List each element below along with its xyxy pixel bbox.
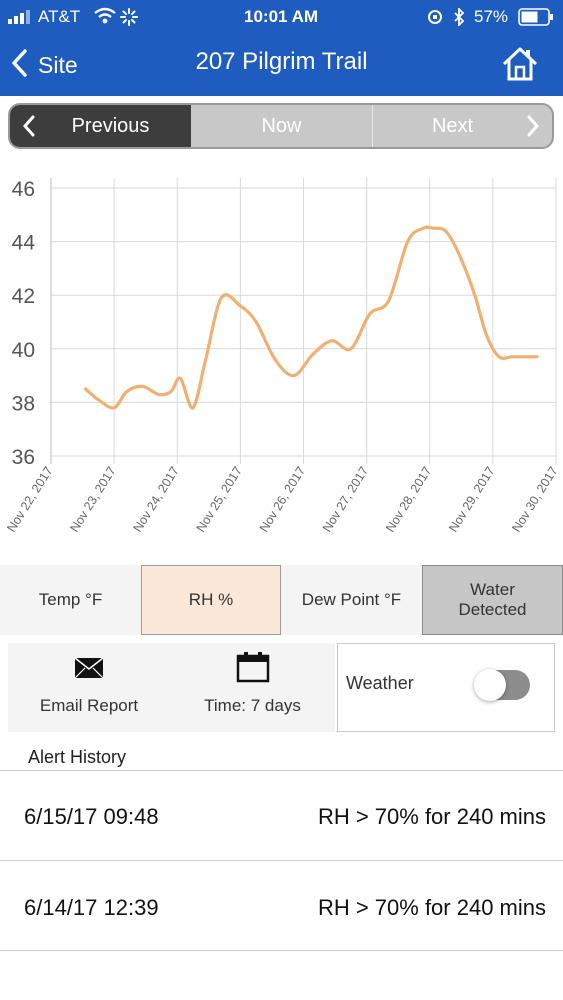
battery-icon — [518, 8, 554, 31]
alert-description: RH > 70% for 240 mins — [317, 895, 546, 920]
chevron-left-icon — [22, 115, 36, 143]
tab-water-label-line2: Detected — [458, 600, 527, 619]
battery-percent: 57% — [474, 7, 509, 26]
alert-description: RH > 70% for 240 mins — [317, 804, 546, 829]
previous-button[interactable]: Previous — [10, 105, 191, 147]
alert-history-header: Alert History — [28, 747, 127, 767]
y-tick-label: 42 — [12, 285, 35, 308]
rh-series-line — [84, 225, 539, 410]
alert-row[interactable]: 6/14/17 12:39 RH > 70% for 240 mins — [0, 861, 563, 950]
alert-time: 6/14/17 12:39 — [24, 895, 159, 920]
tab-dew-point-label: Dew Point °F — [301, 590, 402, 609]
next-button[interactable]: Next — [373, 105, 552, 147]
chevron-right-icon — [526, 115, 540, 143]
y-tick-label: 40 — [12, 339, 35, 362]
alert-time: 6/15/17 09:48 — [24, 804, 159, 829]
weather-toggle[interactable] — [474, 669, 530, 701]
tab-rh-label: RH % — [188, 590, 234, 609]
weather-label: Weather — [346, 673, 414, 693]
tab-rh[interactable]: RH % — [141, 565, 281, 635]
y-tick-label: 44 — [12, 232, 36, 255]
divider — [0, 770, 563, 771]
now-button[interactable]: Now — [191, 105, 373, 147]
x-tick-label: Nov 29, 2017 — [446, 464, 497, 535]
tab-water-label-line1: Water — [470, 580, 515, 599]
navigation-bar: Site 207 Pilgrim Trail — [0, 34, 563, 96]
time-range-label: Time: 7 days — [204, 696, 301, 715]
back-button-label: Site — [38, 51, 78, 78]
x-tick-label: Nov 22, 2017 — [4, 464, 55, 535]
tab-water-detected[interactable]: Water Detected — [422, 565, 563, 635]
email-report-button[interactable]: Email Report — [8, 643, 170, 732]
now-label: Now — [261, 114, 302, 137]
next-label: Next — [431, 114, 474, 137]
x-tick-label: Nov 23, 2017 — [67, 464, 118, 535]
x-tick-label: Nov 24, 2017 — [131, 464, 182, 535]
calendar-icon — [170, 651, 335, 688]
y-tick-label: 36 — [12, 446, 35, 469]
x-tick-label: Nov 30, 2017 — [509, 464, 560, 535]
time-range-button[interactable]: Time: 7 days — [170, 643, 335, 732]
y-tick-label: 46 — [12, 178, 35, 201]
x-tick-label: Nov 27, 2017 — [320, 464, 371, 535]
divider — [0, 860, 563, 861]
page-title: 207 Pilgrim Trail — [195, 48, 368, 75]
clock: 10:01 AM — [244, 7, 319, 26]
time-navigation-segmented-control: Previous Now Next — [8, 103, 554, 149]
home-button[interactable] — [500, 44, 540, 89]
x-tick-label: Nov 25, 2017 — [194, 464, 245, 535]
y-tick-label: 38 — [12, 392, 35, 415]
previous-label: Previous — [71, 114, 150, 137]
wifi-icon — [93, 7, 117, 30]
rh-chart: 36 38 40 42 44 46 Nov 22, 2017 Nov 23, 2017 Nov … — [0, 160, 563, 560]
status-bar: AT&T 10:01 AM 57% — [0, 0, 563, 34]
alert-row[interactable]: 6/15/17 09:48 RH > 70% for 240 mins — [0, 771, 563, 860]
envelope-icon — [8, 657, 170, 684]
home-icon — [500, 47, 540, 88]
divider — [0, 950, 563, 951]
bluetooth-icon — [453, 6, 465, 31]
tab-temp[interactable]: Temp °F — [0, 565, 141, 635]
rotation-lock-icon — [427, 9, 443, 30]
email-report-label: Email Report — [39, 696, 139, 715]
tab-dew-point[interactable]: Dew Point °F — [281, 565, 422, 635]
chevron-left-icon — [10, 48, 28, 83]
signal-icon — [8, 9, 34, 29]
tab-temp-label: Temp °F — [38, 590, 103, 609]
carrier-label: AT&T — [38, 7, 81, 26]
rh-line-chart: 36 38 40 42 44 46 Nov 22, 2017 Nov 23, 2017 Nov … — [4, 178, 561, 535]
weather-toggle-knob — [474, 669, 506, 701]
x-tick-label: Nov 26, 2017 — [257, 464, 308, 535]
back-button[interactable]: Site — [10, 48, 78, 82]
x-tick-label: Nov 28, 2017 — [383, 464, 434, 535]
weather-panel: Weather — [337, 643, 555, 732]
activity-spinner-icon — [120, 8, 138, 31]
